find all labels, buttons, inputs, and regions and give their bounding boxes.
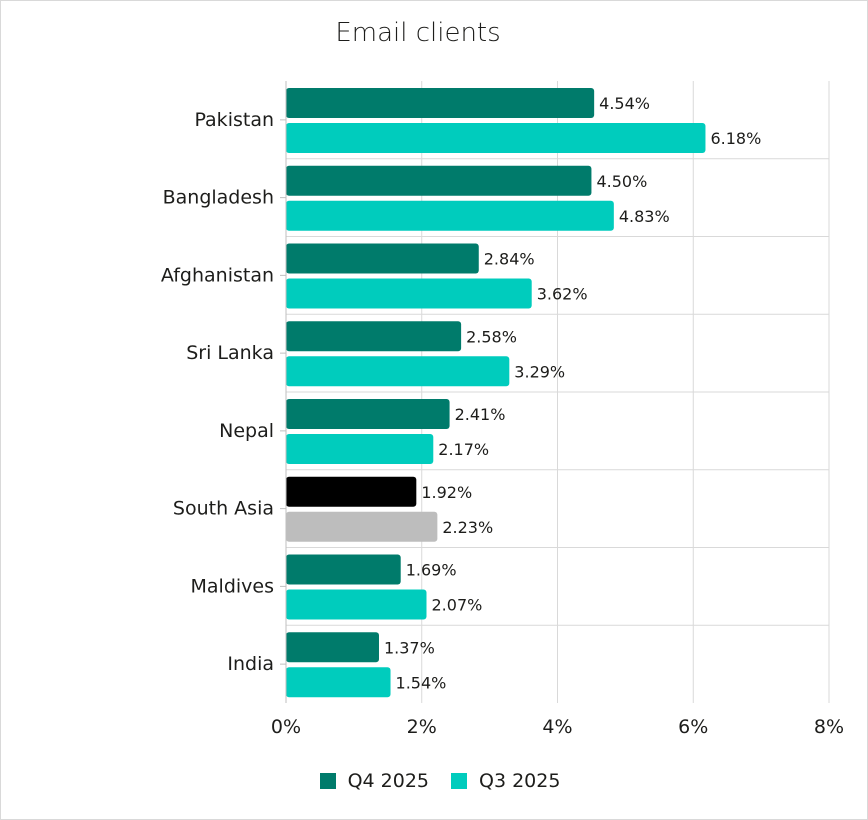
bar (286, 511, 438, 542)
category-label: Sri Lanka (186, 342, 274, 364)
data-label: 1.92% (421, 483, 472, 502)
data-label: 1.54% (396, 673, 447, 692)
data-label: 3.62% (537, 285, 588, 304)
bar (286, 356, 510, 387)
x-tick-label: 6% (678, 716, 708, 738)
data-label: 4.83% (619, 207, 670, 226)
bar (286, 200, 614, 231)
bar (286, 278, 532, 309)
bar (286, 165, 592, 196)
data-label: 2.07% (432, 596, 483, 615)
legend-item-q4: Q4 2025 (319, 770, 429, 792)
category-label: Maldives (191, 575, 275, 597)
bar (286, 321, 462, 352)
bar (286, 88, 595, 118)
legend-label-q4: Q4 2025 (347, 770, 429, 792)
chart-title: Email clients (335, 18, 501, 48)
chart-legend: Q4 2025 Q3 2025 (0, 770, 868, 792)
bar-chart: 0% 2% 4% 6% 8% Pakistan 4.54% 6.18% Bangladesh 4.… (161, 81, 844, 738)
data-label: 1.37% (384, 638, 435, 657)
legend-item-q3: Q3 2025 (451, 770, 560, 792)
data-label: 3.29% (514, 362, 565, 381)
category-label: Bangladesh (163, 187, 274, 209)
x-tick-label: 4% (542, 716, 572, 738)
bar (286, 632, 379, 663)
bar (286, 589, 427, 620)
bar (286, 123, 706, 153)
bar (286, 554, 401, 585)
data-label: 4.50% (596, 172, 647, 191)
bar (286, 399, 450, 429)
data-label: 4.54% (599, 94, 650, 113)
bar (286, 476, 417, 507)
data-label: 2.23% (442, 518, 493, 537)
category-label: Afghanistan (161, 264, 274, 286)
data-label: 1.69% (406, 561, 457, 580)
x-tick-label: 8% (814, 716, 844, 738)
x-tick-label: 0% (271, 716, 301, 738)
data-label: 2.84% (484, 250, 535, 269)
bar (286, 243, 479, 274)
data-label: 2.17% (438, 440, 489, 459)
legend-swatch-q4 (319, 773, 336, 789)
bar (286, 667, 391, 698)
category-label: South Asia (173, 498, 274, 520)
category-label: India (227, 653, 274, 675)
legend-label-q3: Q3 2025 (479, 770, 561, 792)
legend-swatch-q3 (451, 773, 467, 789)
data-label: 6.18% (710, 129, 761, 148)
x-tick-label: 2% (407, 716, 437, 738)
data-label: 2.41% (455, 405, 506, 424)
bar (286, 434, 434, 464)
data-label: 2.58% (466, 327, 517, 346)
category-label: Nepal (219, 420, 274, 442)
category-label: Pakistan (194, 109, 274, 131)
